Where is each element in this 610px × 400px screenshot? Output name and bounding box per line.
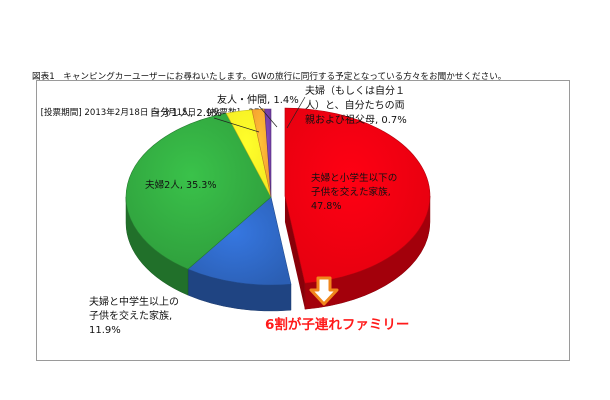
pie-side-walls (125, 196, 431, 312)
slice-label-3: 自分１人, 2.9% (150, 106, 222, 119)
down-arrow-icon (309, 276, 339, 306)
leader-line-4 (258, 105, 278, 128)
slice-label-0: 夫婦と小学生以下の子供を交えた家族, 47.8% (311, 172, 397, 212)
pie-slice-1 (187, 196, 292, 286)
pie-slice-cut-face (284, 196, 305, 310)
slice-label-4: 友人・仲間, 1.4% (217, 93, 299, 106)
leader-line-3 (213, 117, 260, 133)
pie-chart: 夫婦と小学生以下の子供を交えた家族, 47.8% 夫婦と中学生以上の子供を交えた家族… (89, 84, 431, 336)
caption-title: 図表1 キャンピングカーユーザーにお尋ねいたします。GWの旅行に同行する予定とな… (32, 72, 507, 82)
pie-slice-0 (284, 107, 431, 284)
leader-line-5 (286, 96, 306, 129)
slice-label-5: 夫婦（もしくは自分１人）と、自分たちの両親および祖父母, 0.7% (305, 84, 407, 126)
slice-label-1: 夫婦と中学生以上の子供を交えた家族, 11.9% (89, 295, 179, 336)
callout-text: 6割が子連れファミリー (265, 316, 409, 333)
pie-slice-5 (264, 108, 272, 198)
pie-top-faces (125, 107, 431, 286)
slice-labels: 夫婦と小学生以下の子供を交えた家族, 47.8% 夫婦と中学生以上の子供を交えた家族… (89, 84, 407, 336)
pie-slice-2 (125, 112, 272, 270)
slice-label-2: 夫婦2人, 35.3% (145, 179, 216, 191)
chart-frame: 夫婦と小学生以下の子供を交えた家族, 47.8% 夫婦と中学生以上の子供を交えた家族… (36, 80, 570, 361)
